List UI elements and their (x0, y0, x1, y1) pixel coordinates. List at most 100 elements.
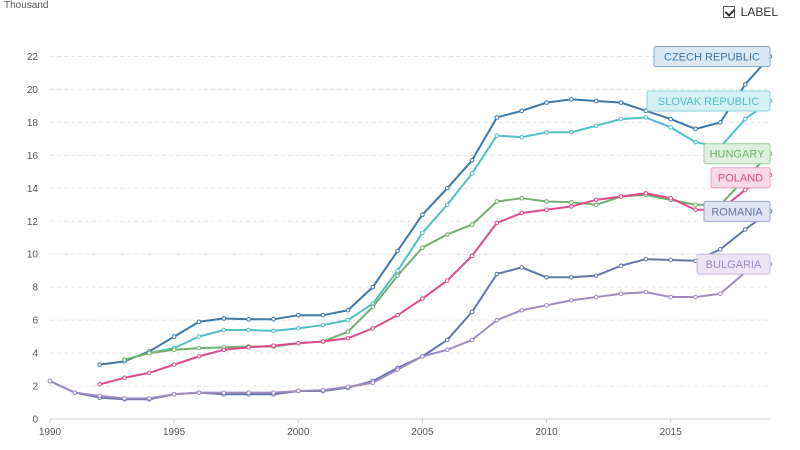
data-point-bulgaria (420, 354, 425, 359)
data-point-slovak-republic (420, 230, 425, 236)
data-point-slovak-republic (643, 115, 649, 120)
label-checkbox[interactable] (722, 6, 735, 18)
data-point-czech-republic (97, 362, 102, 367)
data-point-poland (593, 197, 599, 203)
axis-layer: 0 2 4 6 8 10 12 14 16 18 20 22 1990 1995 2000 2005 2010 2… (27, 52, 682, 438)
data-point-hungary (147, 350, 152, 356)
data-point-poland (693, 207, 698, 213)
series-line-czech-republic (99, 55, 771, 366)
data-point-slovak-republic (320, 322, 326, 328)
data-point-poland (295, 340, 301, 346)
data-point-slovak-republic (246, 327, 251, 333)
data-point-poland (668, 195, 673, 201)
data-point-poland (519, 210, 525, 216)
series-tag-slovak-republic: SLOVAK REPUBLIC (646, 90, 771, 112)
data-point-czech-republic (196, 319, 202, 325)
data-point-bulgaria (221, 390, 227, 395)
data-point-hungary (569, 200, 574, 205)
data-point-bulgaria (643, 289, 649, 295)
data-point-hungary (494, 199, 500, 204)
data-point-hungary (693, 202, 698, 208)
data-point-czech-republic (395, 248, 400, 254)
y-tick-label: 22 (27, 52, 39, 63)
x-tick-label: 1990 (39, 427, 62, 438)
series-tag-box (710, 167, 771, 189)
y-tick-label: 10 (27, 250, 39, 261)
series-line-bulgaria (49, 263, 771, 400)
data-point-romania (519, 265, 525, 270)
x-tick-label: 2005 (411, 427, 434, 438)
data-point-bulgaria (97, 393, 102, 399)
grid-layer (50, 55, 770, 420)
data-point-slovak-republic (295, 326, 301, 331)
y-tick-label: 4 (32, 349, 38, 360)
data-point-bulgaria (196, 390, 202, 395)
data-point-czech-republic (742, 82, 748, 87)
series-tag-box (703, 200, 771, 222)
data-point-bulgaria (147, 396, 152, 401)
data-point-poland (444, 278, 450, 283)
data-point-slovak-republic (494, 133, 500, 138)
data-point-czech-republic (593, 98, 599, 104)
series-tag-text: ROMANIA (711, 206, 763, 218)
data-point-hungary (420, 245, 425, 250)
series-tag-text: HUNGARY (710, 149, 765, 161)
data-point-poland (147, 370, 152, 376)
data-point-slovak-republic (693, 139, 698, 145)
data-point-czech-republic (693, 126, 698, 132)
data-point-czech-republic (221, 316, 227, 321)
data-point-bulgaria (693, 294, 698, 300)
data-point-czech-republic (718, 120, 723, 125)
data-point-bulgaria (370, 380, 376, 386)
x-tick-label: 1995 (163, 427, 186, 438)
series-tag-text: CZECH REPUBLIC (664, 51, 760, 63)
series-tag-czech-republic: CZECH REPUBLIC (653, 45, 771, 67)
y-tick-label: 20 (27, 85, 39, 96)
series-tag-box (696, 253, 771, 275)
data-point-poland (618, 194, 624, 199)
data-point-bulgaria (469, 337, 475, 343)
series-tag-box (653, 45, 771, 67)
data-point-hungary (345, 329, 351, 334)
data-point-poland (97, 382, 102, 387)
data-point-hungary (593, 202, 599, 208)
data-point-czech-republic (618, 100, 624, 105)
y-tick-label: 2 (32, 382, 38, 393)
data-point-poland (271, 343, 276, 348)
series-tag-box (646, 90, 771, 112)
data-point-romania (618, 263, 624, 269)
data-point-romania (544, 274, 549, 280)
series-tag-romania: ROMANIA (703, 200, 771, 222)
series-line-hungary (124, 152, 771, 361)
data-point-bulgaria (320, 387, 326, 393)
y-tick-label: 6 (32, 316, 38, 327)
data-point-hungary (370, 304, 376, 310)
data-point-poland (420, 296, 425, 302)
series-tag-text: BULGARIA (706, 259, 762, 271)
data-point-hungary (544, 199, 549, 204)
label-toggle[interactable]: LABEL (722, 5, 778, 19)
data-point-czech-republic (569, 97, 574, 102)
y-tick-label: 18 (27, 118, 39, 129)
data-point-czech-republic (668, 116, 673, 122)
data-point-bulgaria (47, 378, 53, 384)
data-point-bulgaria (569, 298, 574, 303)
data-point-poland (196, 354, 202, 359)
data-point-bulgaria (494, 317, 500, 323)
data-point-poland (544, 207, 549, 213)
data-point-poland (171, 362, 177, 367)
data-point-hungary (122, 357, 127, 362)
data-point-czech-republic (295, 312, 301, 318)
series-line-romania (49, 210, 771, 401)
data-point-czech-republic (246, 317, 251, 322)
data-point-slovak-republic (271, 328, 276, 334)
data-point-slovak-republic (593, 123, 599, 128)
data-point-czech-republic (271, 317, 276, 322)
data-point-bulgaria (593, 294, 599, 300)
data-point-czech-republic (444, 186, 450, 191)
x-tick-label: 2000 (287, 427, 310, 438)
data-point-poland (320, 339, 326, 344)
data-point-hungary (469, 222, 475, 227)
